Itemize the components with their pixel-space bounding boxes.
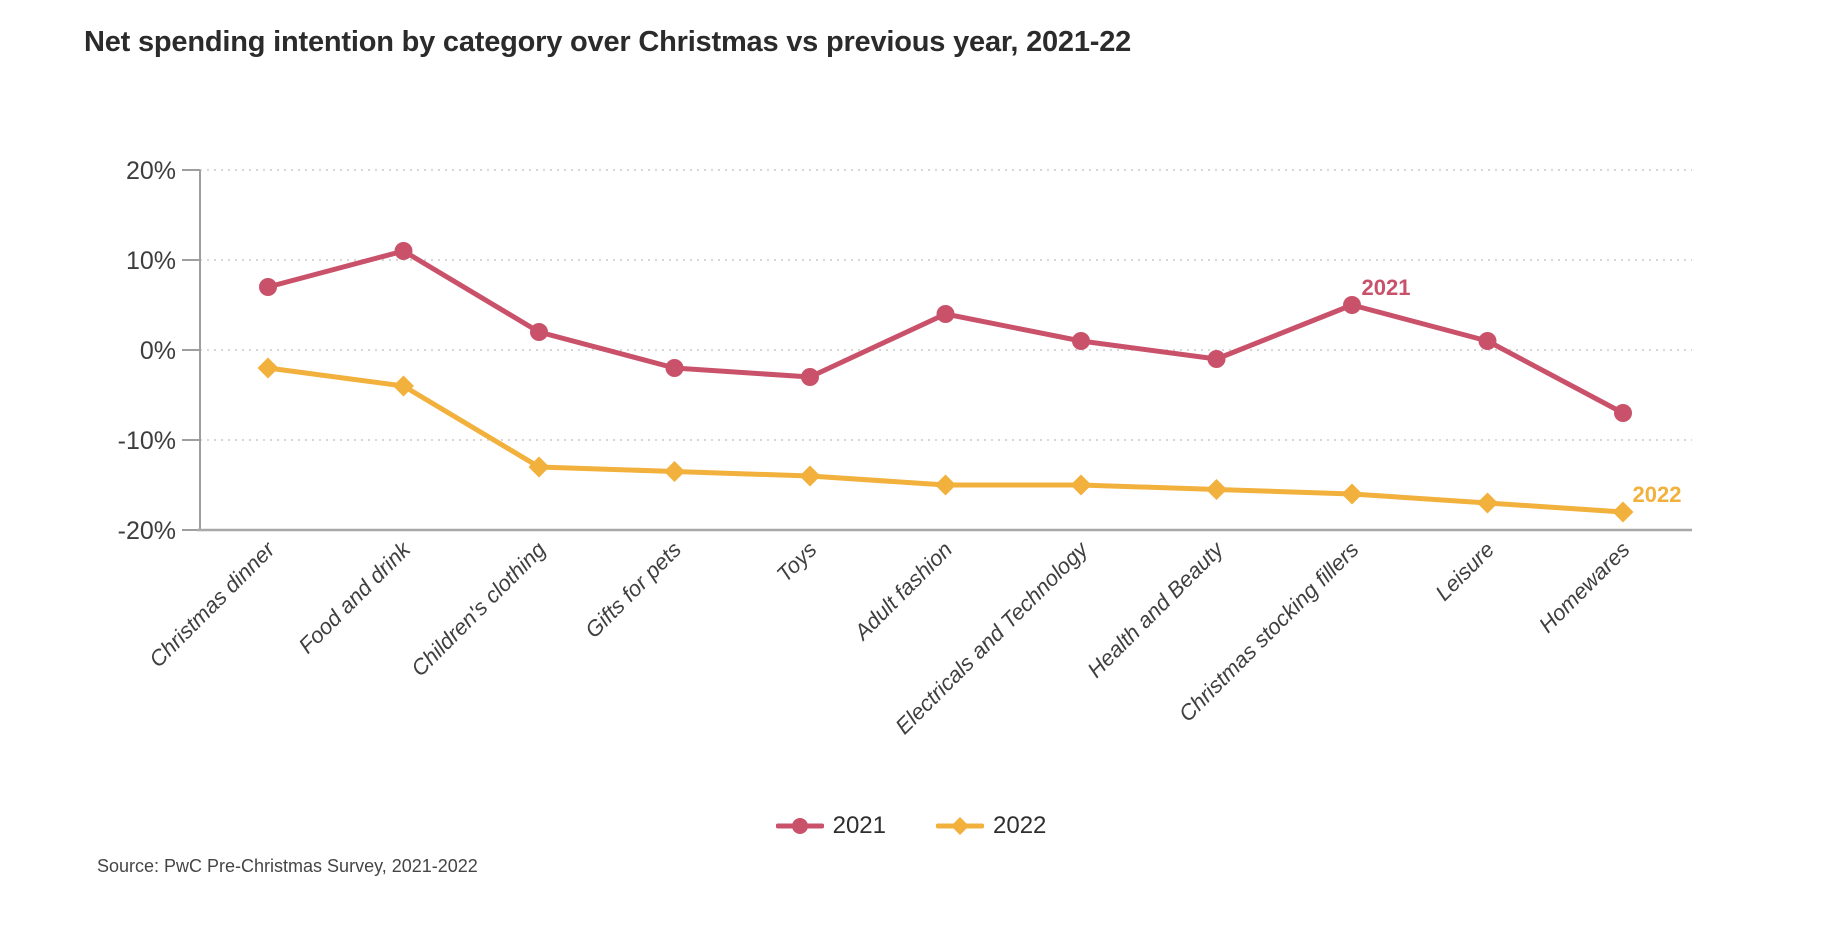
- x-category-label: Gifts for pets: [580, 537, 686, 643]
- data-point-2022-7: [1206, 479, 1227, 500]
- data-point-2022-10: [1612, 501, 1634, 523]
- legend-item-2021: 2021: [775, 812, 886, 840]
- data-point-2022-2: [528, 456, 550, 478]
- x-category-label: Health and Beauty: [1082, 535, 1229, 682]
- chart-title: Net spending intention by category over …: [84, 26, 1132, 58]
- series-inline-label-2021: 2021: [1362, 275, 1411, 300]
- series-inline-label-2022: 2022: [1633, 482, 1682, 507]
- y-tick-label: -20%: [118, 517, 176, 545]
- legend-diamond-marker-icon: [936, 817, 984, 835]
- y-tick-label: -10%: [118, 427, 176, 455]
- data-point-2021-5: [936, 305, 955, 323]
- data-point-2021-0: [259, 278, 277, 296]
- data-point-2022-4: [799, 465, 821, 487]
- y-tick-label: 0%: [140, 337, 176, 365]
- data-point-2021-6: [1072, 332, 1090, 350]
- chart-legend: 2021 2022: [0, 812, 1822, 840]
- data-point-2022-9: [1477, 492, 1498, 514]
- legend-diamond: [951, 817, 969, 835]
- legend-label: 2021: [832, 812, 886, 839]
- data-point-2021-9: [1478, 332, 1497, 350]
- data-point-2021-3: [665, 359, 684, 377]
- data-point-2022-8: [1341, 483, 1363, 505]
- data-point-2021-4: [801, 368, 819, 386]
- y-tick-label: 10%: [126, 247, 176, 275]
- legend-circle-marker-icon: [775, 818, 824, 834]
- x-category-label: Adult fashion: [848, 537, 957, 646]
- x-category-label: Food and drink: [294, 536, 416, 658]
- series-line-2021: [265, 248, 1626, 416]
- data-point-2021-7: [1207, 350, 1226, 368]
- data-point-2022-3: [664, 461, 685, 482]
- data-point-2022-1: [393, 375, 414, 397]
- source-note: Source: PwC Pre-Christmas Survey, 2021-2…: [97, 856, 478, 876]
- data-point-2021-8: [1343, 296, 1361, 314]
- x-category-label: Toys: [772, 537, 822, 587]
- data-point-2021-10: [1614, 404, 1632, 422]
- data-point-2021-1: [394, 242, 413, 260]
- data-point-2022-5: [935, 474, 956, 496]
- legend-circle: [791, 818, 808, 834]
- data-point-2022-6: [1070, 474, 1092, 496]
- x-category-label: Leisure: [1430, 537, 1499, 606]
- legend-item-2022: 2022: [936, 812, 1046, 840]
- x-category-label: Children's clothing: [406, 536, 551, 681]
- data-point-2021-2: [530, 323, 548, 341]
- x-category-label: Homewares: [1534, 537, 1635, 638]
- legend-label: 2022: [993, 812, 1047, 839]
- data-point-2022-0: [257, 357, 279, 379]
- y-tick-label: 20%: [126, 157, 176, 185]
- x-category-label: Christmas dinner: [144, 536, 280, 672]
